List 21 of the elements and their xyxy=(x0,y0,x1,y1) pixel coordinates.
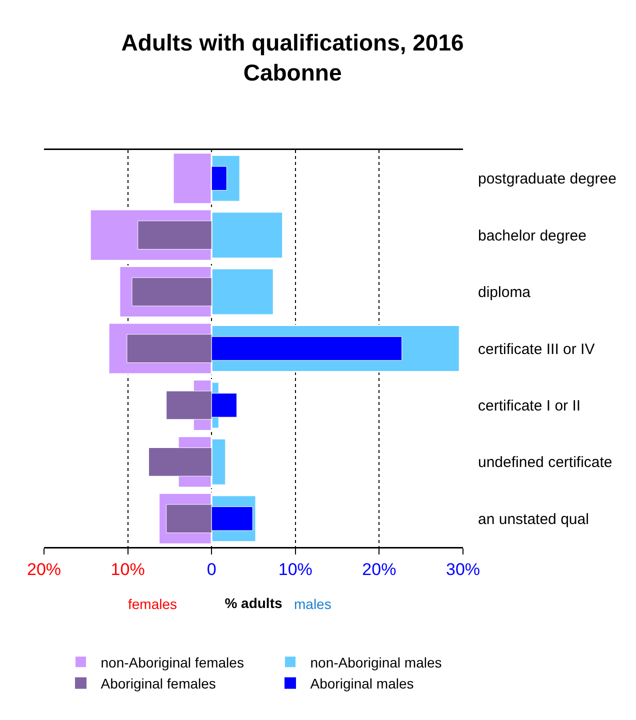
x-tick-label: 10% xyxy=(110,560,145,579)
legend-label: non-Aboriginal females xyxy=(100,654,244,670)
text: females xyxy=(128,596,178,612)
chart-title: Adults with qualifications, 2016 Cabonne xyxy=(121,29,464,86)
text: males xyxy=(294,596,332,612)
y-tick-label: certificate I or II xyxy=(478,397,581,414)
x-tick-label: 0 xyxy=(206,560,216,579)
legend-label: Aboriginal males xyxy=(310,676,414,692)
x-tick-label: 10% xyxy=(278,560,312,579)
y-tick-label: diploma xyxy=(478,284,532,302)
x-tick-label: 30% xyxy=(446,560,480,579)
y-tick-label: bachelor degree xyxy=(478,227,586,244)
legend-label: Aboriginal females xyxy=(100,676,216,692)
y-tick-label: an unstated qual xyxy=(478,510,589,528)
y-tick-label: postgraduate degree xyxy=(478,170,616,188)
x-axis-title: % adults xyxy=(224,594,282,611)
y-tick-label: certificate III or IV xyxy=(478,340,595,358)
y-tick-label: undefined certificate xyxy=(478,454,612,472)
x-tick-label: 20% xyxy=(26,560,62,579)
legend-label: non-Aboriginal males xyxy=(310,654,442,670)
x-tick-label: 20% xyxy=(362,560,396,579)
